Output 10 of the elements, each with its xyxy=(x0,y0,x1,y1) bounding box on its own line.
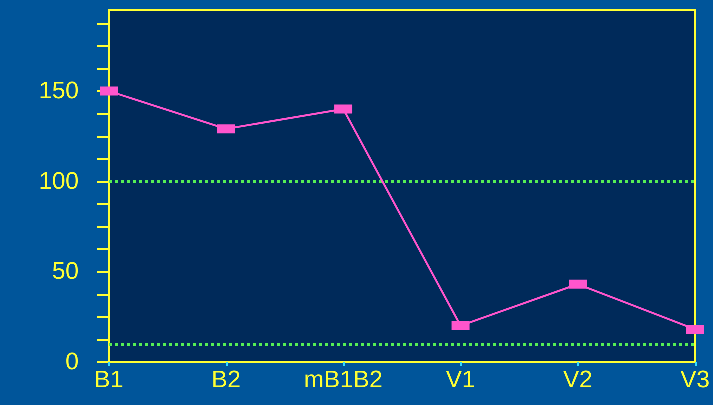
x-tick-label: V2 xyxy=(563,366,593,394)
x-tick-label: B2 xyxy=(212,366,241,394)
x-tick-label: B1 xyxy=(94,366,124,394)
x-tick-label: V3 xyxy=(680,366,710,394)
x-tick-label: V1 xyxy=(446,366,476,394)
x-tick-label: mB1B2 xyxy=(304,366,383,394)
y-tick-label: 150 xyxy=(38,78,79,105)
y-tick-label: 50 xyxy=(52,258,79,286)
y-tick-label: 0 xyxy=(66,348,79,376)
y-tick-label: 100 xyxy=(38,168,79,195)
